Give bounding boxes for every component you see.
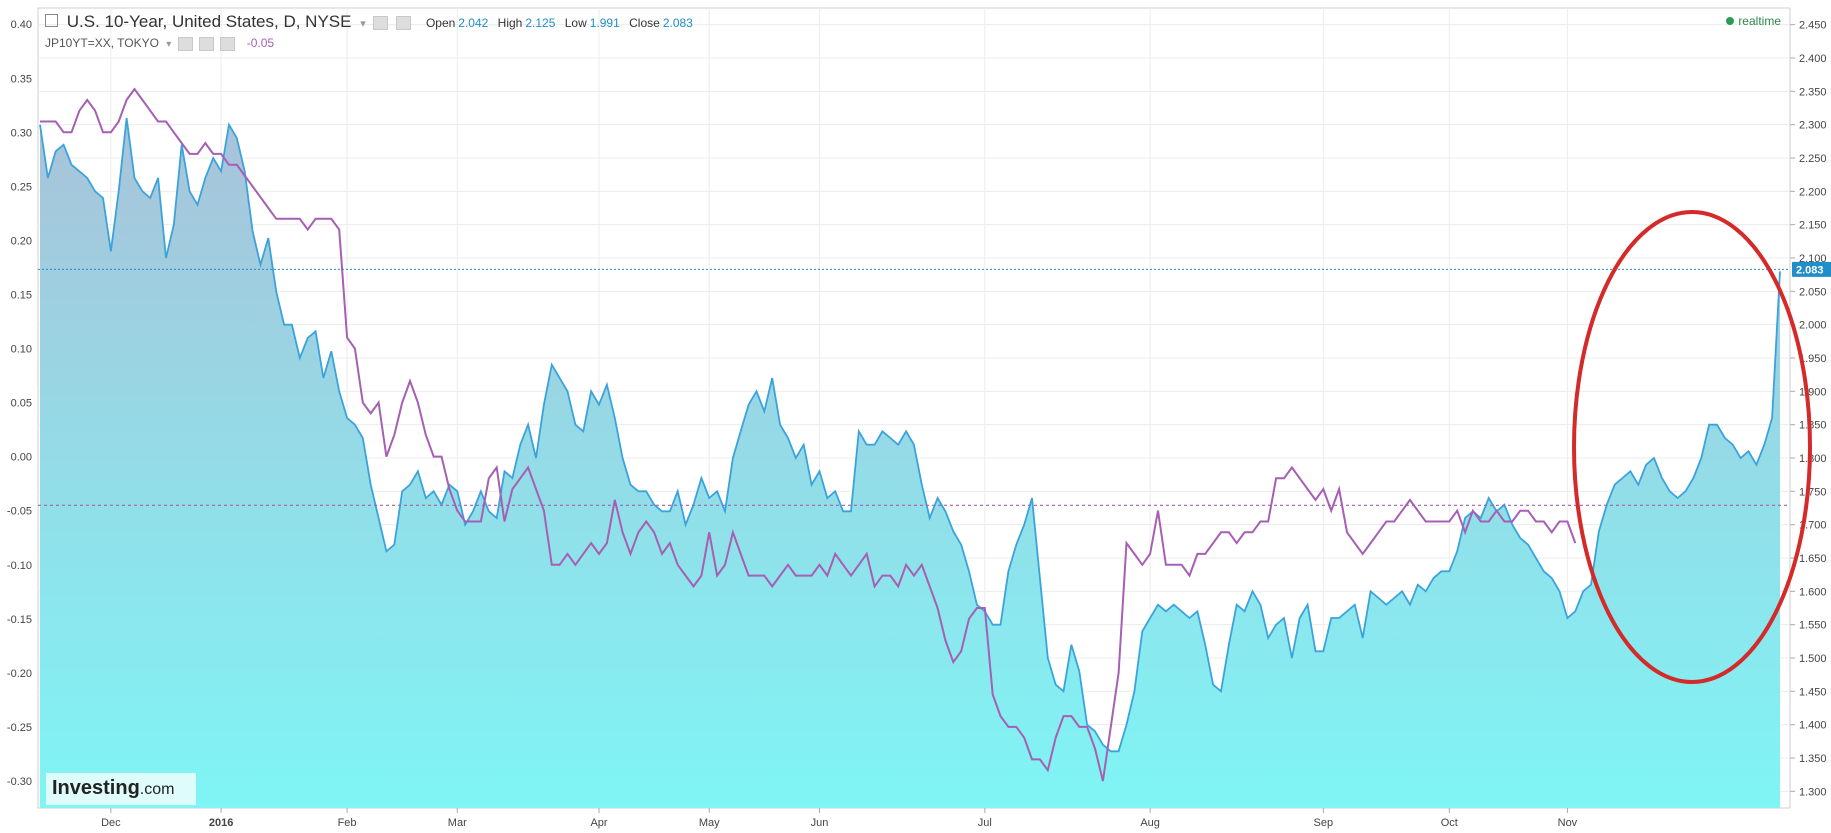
annotation-circle — [1572, 210, 1812, 684]
left-tick-label: -0.20 — [7, 668, 32, 680]
x-tick-label: Feb — [338, 817, 357, 829]
right-tick-label: 1.600 — [1799, 586, 1827, 598]
right-tick-label: 2.250 — [1799, 153, 1827, 165]
right-tick-label: 1.800 — [1799, 453, 1827, 465]
overlay-value: -0.05 — [246, 36, 275, 50]
x-tick-label: 2016 — [209, 817, 233, 829]
investing-logo: Investing.com — [46, 773, 196, 805]
left-tick-label: 0.30 — [11, 127, 32, 139]
left-tick-label: -0.30 — [7, 776, 32, 788]
jp10y-line — [40, 87, 1577, 782]
x-axis: Dec 2016 Feb Mar Apr May Jun Jul Aug Sep Oct Nov — [101, 808, 1578, 829]
us10y-line — [39, 117, 1781, 753]
realtime-label: realtime — [1738, 14, 1781, 28]
logo-suffix: .com — [139, 781, 175, 798]
x-tick-label: Jun — [811, 817, 829, 829]
chart-header: U.S. 10-Year, United States, D, NYSE ▾ O… — [45, 12, 699, 32]
left-tick-label: -0.05 — [7, 506, 32, 518]
ohlc-high-label: High — [497, 16, 523, 30]
left-tick-label: 0.10 — [11, 344, 32, 356]
right-tick-label: 1.450 — [1799, 686, 1827, 698]
left-tick-label: 0.05 — [11, 398, 32, 410]
right-tick-label: 2.050 — [1799, 286, 1827, 298]
ohlc-readout: Open 2.042 High 2.125 Low 1.991 Close 2.083 — [426, 16, 699, 30]
right-tick-label: 1.900 — [1799, 386, 1827, 398]
x-tick-label: Nov — [1558, 817, 1578, 829]
ohlc-high-value: 2.125 — [525, 16, 556, 30]
left-tick-label: 0.15 — [11, 289, 32, 301]
ohlc-open-label: Open — [425, 16, 456, 30]
right-tick-label: 1.500 — [1799, 653, 1827, 665]
right-tick-label: 2.300 — [1799, 120, 1827, 132]
left-tick-label: 0.40 — [11, 19, 32, 31]
right-tick-label: 2.200 — [1799, 186, 1827, 198]
right-tick-label: 2.000 — [1799, 320, 1827, 332]
overlay-hide-icon[interactable] — [199, 36, 215, 51]
left-tick-label: -0.25 — [7, 722, 32, 734]
chart-title: U.S. 10-Year, United States, D, NYSE — [66, 12, 352, 31]
ohlc-low-value: 1.991 — [589, 16, 620, 30]
left-tick-label: 0.35 — [11, 73, 32, 85]
overlay-dropdown-icon[interactable]: ▾ — [166, 39, 172, 50]
x-tick-label: Aug — [1140, 817, 1160, 829]
ohlc-close-label: Close — [629, 16, 660, 30]
right-tick-label: 1.950 — [1799, 353, 1827, 365]
close-icon[interactable] — [396, 15, 412, 30]
us10y-area — [40, 118, 1780, 808]
settings-icon[interactable] — [373, 15, 389, 30]
right-tick-label: 2.450 — [1799, 20, 1827, 32]
left-tick-label: 0.20 — [11, 235, 32, 247]
right-tick-label: 1.700 — [1799, 520, 1827, 532]
overlay-header: JP10YT=XX, TOKYO ▾ -0.05 — [45, 36, 274, 51]
right-tick-label: 1.650 — [1799, 553, 1827, 565]
left-axis: 0.40 0.35 0.30 0.25 0.20 0.15 0.10 0.05 0.00 -0.0… — [7, 19, 32, 788]
dropdown-arrow-icon[interactable]: ▾ — [360, 18, 366, 30]
left-tick-label: 0.25 — [11, 181, 32, 193]
right-tick-label: 2.400 — [1799, 53, 1827, 65]
x-tick-label: Mar — [448, 817, 467, 829]
left-tick-label: -0.15 — [7, 614, 32, 626]
ohlc-low-label: Low — [564, 16, 587, 30]
x-tick-label: Oct — [1441, 817, 1458, 829]
x-tick-label: Apr — [590, 817, 607, 829]
overlay-symbol: JP10YT=XX, TOKYO — [45, 36, 159, 50]
realtime-indicator: realtime — [1726, 14, 1781, 28]
svg-text:2.083: 2.083 — [1796, 264, 1824, 276]
right-tick-label: 1.350 — [1799, 753, 1827, 765]
right-tick-label: 1.850 — [1799, 420, 1827, 432]
ohlc-open-value: 2.042 — [458, 16, 489, 30]
collapse-icon[interactable] — [45, 14, 58, 28]
overlay-settings-icon[interactable] — [177, 36, 193, 51]
left-tick-label: -0.10 — [7, 560, 32, 572]
x-tick-label: Dec — [101, 817, 121, 829]
logo-main: Investing — [52, 777, 140, 799]
right-tick-label: 1.550 — [1799, 620, 1827, 632]
x-tick-label: Jul — [978, 817, 992, 829]
right-tick-label: 1.300 — [1799, 786, 1827, 798]
right-tick-label: 1.750 — [1799, 486, 1827, 498]
current-price-tag: 2.083 — [1792, 261, 1831, 277]
right-tick-label: 2.150 — [1799, 220, 1827, 232]
right-tick-label: 2.350 — [1799, 86, 1827, 98]
ohlc-close-value: 2.083 — [662, 16, 693, 30]
overlay-close-icon[interactable] — [220, 36, 236, 51]
right-tick-label: 1.400 — [1799, 720, 1827, 732]
left-tick-label: 0.00 — [11, 452, 32, 464]
right-axis: 2.4502.4002.3502.3002.2502.2002.1502.100… — [1790, 20, 1827, 798]
x-tick-label: Sep — [1314, 817, 1334, 829]
x-tick-label: May — [699, 817, 720, 829]
realtime-dot-icon — [1726, 17, 1735, 25]
